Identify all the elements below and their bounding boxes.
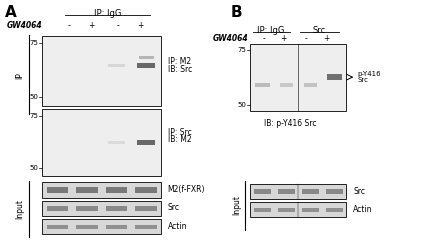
Text: IP: IgG: IP: IgG <box>257 26 284 35</box>
Text: IB: p-Y416 Src: IB: p-Y416 Src <box>264 119 317 128</box>
Text: -: - <box>262 34 265 43</box>
Bar <box>326 189 343 194</box>
Text: +: + <box>138 21 144 30</box>
Bar <box>42 182 161 198</box>
Bar <box>106 225 127 229</box>
Bar <box>46 225 68 229</box>
Bar <box>326 208 343 212</box>
Bar <box>108 141 125 144</box>
Bar <box>135 206 157 211</box>
Text: 75: 75 <box>29 113 38 119</box>
Text: IP: IP <box>16 72 25 79</box>
Bar <box>254 208 271 212</box>
Text: A: A <box>4 5 16 20</box>
Bar <box>302 208 319 212</box>
Text: IP: IgG: IP: IgG <box>93 9 121 17</box>
Text: IP: Src: IP: Src <box>168 128 191 137</box>
Text: -: - <box>117 21 120 30</box>
Text: Src: Src <box>168 203 180 212</box>
Bar <box>278 189 295 194</box>
Bar <box>327 74 342 80</box>
Bar <box>254 189 271 194</box>
Bar <box>255 83 270 87</box>
Text: Actin: Actin <box>168 222 187 231</box>
Bar <box>302 189 319 194</box>
Text: -: - <box>68 21 71 30</box>
Bar <box>108 64 125 68</box>
Bar <box>42 201 161 216</box>
Text: Input: Input <box>16 199 25 219</box>
Bar <box>42 109 161 176</box>
Text: Src: Src <box>353 187 365 196</box>
Bar <box>76 225 97 229</box>
Bar <box>135 187 157 193</box>
Bar <box>139 56 153 59</box>
Text: Actin: Actin <box>353 205 373 214</box>
Bar <box>280 83 293 87</box>
Text: M2(f-FXR): M2(f-FXR) <box>168 185 205 194</box>
Text: IB: Src: IB: Src <box>168 65 192 74</box>
Text: 50: 50 <box>29 94 38 100</box>
Text: GW4064: GW4064 <box>212 34 248 43</box>
Text: +: + <box>281 34 287 43</box>
Text: +: + <box>89 21 95 30</box>
Bar <box>106 187 127 193</box>
Bar <box>46 187 68 193</box>
Text: 75: 75 <box>237 47 246 53</box>
Text: Input: Input <box>232 195 241 215</box>
Text: 50: 50 <box>237 102 246 108</box>
Bar <box>76 206 97 211</box>
Bar <box>250 202 346 217</box>
Text: -: - <box>305 34 308 43</box>
Bar <box>42 219 161 234</box>
Bar <box>278 208 295 212</box>
Text: B: B <box>230 5 242 20</box>
Text: +: + <box>323 34 329 43</box>
Bar <box>250 184 346 199</box>
Bar <box>250 44 346 111</box>
Text: GW4064: GW4064 <box>7 21 42 30</box>
Text: p-Y416: p-Y416 <box>358 71 381 77</box>
Text: IP: M2: IP: M2 <box>168 57 191 67</box>
Text: 50: 50 <box>29 165 38 171</box>
Bar <box>135 225 157 229</box>
Bar <box>304 83 317 87</box>
Bar <box>42 36 161 106</box>
Text: 75: 75 <box>29 40 38 46</box>
Text: Src: Src <box>358 77 369 83</box>
Text: IB: M2: IB: M2 <box>168 135 191 144</box>
Bar <box>46 206 68 211</box>
Bar <box>137 140 155 145</box>
Bar <box>76 187 97 193</box>
Text: Src: Src <box>313 26 326 35</box>
Bar <box>106 206 127 211</box>
Bar <box>137 63 155 68</box>
